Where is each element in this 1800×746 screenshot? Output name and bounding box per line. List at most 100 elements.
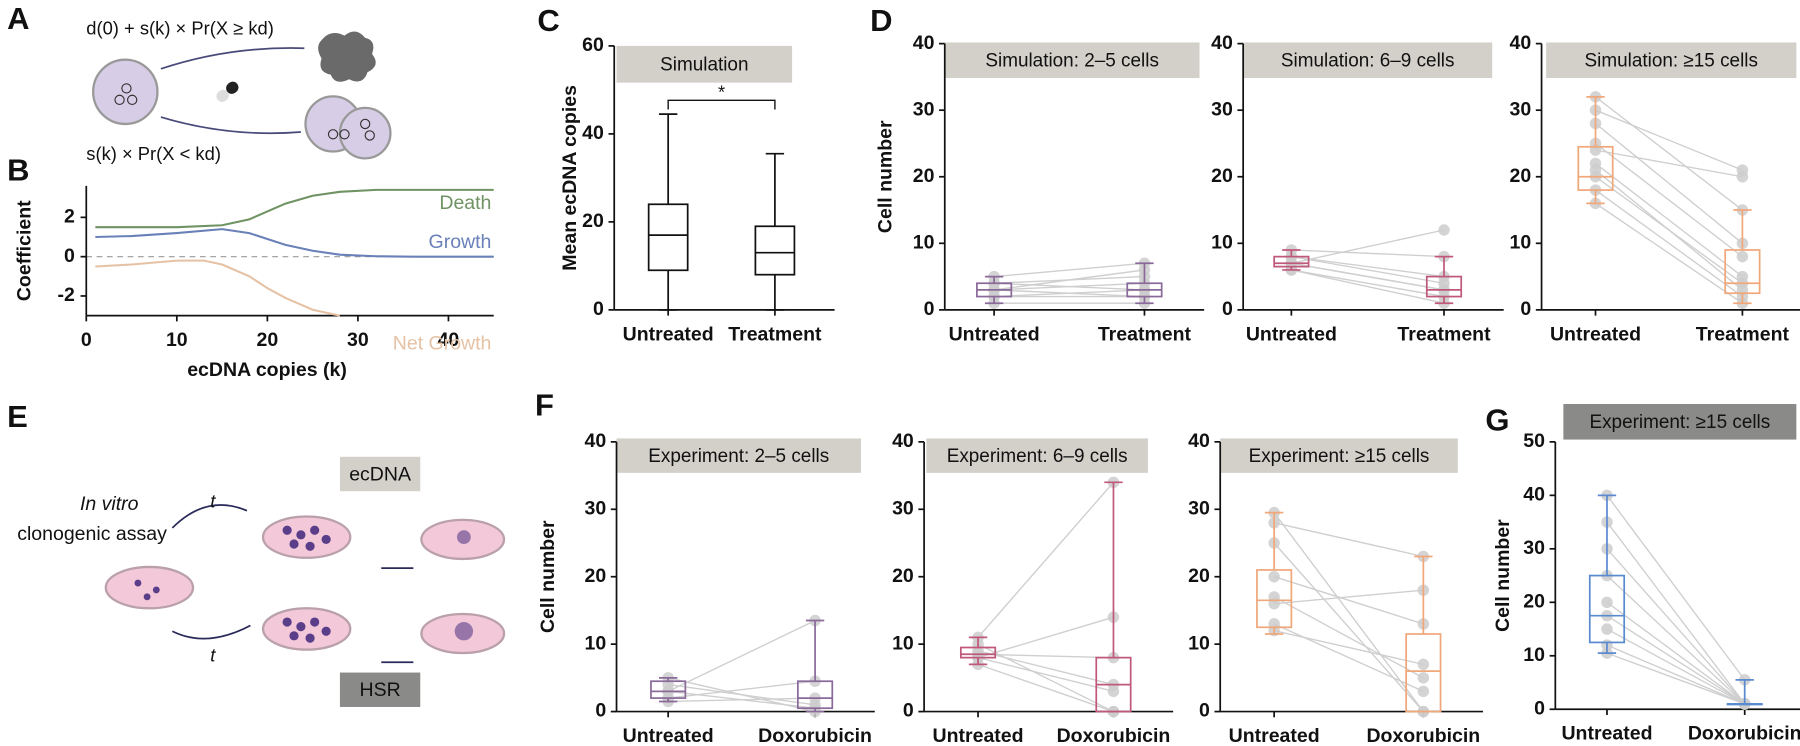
y-tick-label: -2 <box>57 284 74 306</box>
x-tick-label: Treatment <box>728 323 822 345</box>
chart-title: Simulation <box>660 54 748 75</box>
y-tick-label: 0 <box>64 245 75 267</box>
x-tick-label: 40 <box>438 329 460 351</box>
point <box>1601 623 1613 635</box>
series-line <box>95 228 494 258</box>
y-tick-label: 20 <box>1188 565 1210 587</box>
pair-line <box>1291 269 1445 298</box>
y-tick-label: 30 <box>1523 537 1545 559</box>
pair-line <box>1273 596 1424 679</box>
box <box>650 680 687 699</box>
ecdna <box>114 94 125 106</box>
y-tick-label: 20 <box>1510 165 1532 187</box>
chart-title: Simulation: 6–9 cells <box>1281 50 1455 71</box>
time-label: t <box>210 491 216 512</box>
y-tick-label: 30 <box>1188 497 1210 519</box>
x-tick-label: Treatment <box>1696 323 1790 345</box>
y-axis-label: Cell number <box>537 520 559 633</box>
dish <box>261 607 352 651</box>
assay-label: clonogenic assay <box>17 523 167 545</box>
pair-line <box>977 481 1114 638</box>
y-tick-label: 2 <box>64 206 75 228</box>
y-tick-label: 30 <box>584 497 606 519</box>
box <box>754 225 796 276</box>
box <box>1577 145 1614 191</box>
pair-line <box>994 262 1145 278</box>
y-tick-label: 20 <box>582 210 604 232</box>
point <box>1438 224 1450 236</box>
pair-line <box>977 656 1114 693</box>
arrow <box>171 504 248 529</box>
y-tick-label: 20 <box>1523 590 1545 612</box>
panel-label: G <box>1485 403 1509 438</box>
x-tick-label: Untreated <box>623 725 714 746</box>
pair-line <box>1273 629 1424 666</box>
box <box>1256 569 1293 629</box>
panel-label: D <box>870 3 892 38</box>
title-strip <box>926 438 1148 473</box>
y-tick-label: 0 <box>1534 697 1545 719</box>
y-tick-label: 10 <box>584 632 606 654</box>
series-label: Net Growth <box>393 332 492 354</box>
title-strip <box>1220 438 1458 473</box>
pair-line <box>668 690 816 709</box>
y-tick-label: 0 <box>593 298 604 320</box>
box <box>959 646 997 659</box>
title-strip <box>944 42 1200 79</box>
pair-line <box>1274 589 1424 605</box>
chart-title: Experiment: 6–9 cells <box>947 446 1128 467</box>
pair-line <box>1606 615 1746 705</box>
series-line <box>95 188 494 229</box>
significance-bracket <box>667 99 776 110</box>
x-tick-label: Treatment <box>1397 323 1491 345</box>
pair-line <box>1606 652 1745 705</box>
point <box>1589 164 1602 176</box>
diagram-a: d(0) + s(k) × Pr(X ≥ kd) s(k) × Pr(X < k… <box>86 18 392 164</box>
arrow <box>160 116 301 135</box>
title-strip <box>616 45 793 83</box>
y-tick-label: 10 <box>913 231 935 253</box>
x-tick-label: Doxorubicin <box>1057 725 1171 746</box>
pair-line <box>1273 522 1424 558</box>
pair-line <box>668 680 816 699</box>
pair-line <box>1595 202 1743 304</box>
pair-line <box>1606 628 1746 705</box>
x-tick-label: Untreated <box>949 323 1040 345</box>
ecdna <box>364 130 375 141</box>
x-tick-label: Untreated <box>933 725 1024 746</box>
x-tick-label: Untreated <box>1550 323 1641 345</box>
x-tick-label: Untreated <box>1229 725 1320 746</box>
y-axis-label: Cell number <box>1492 519 1514 632</box>
pair-line <box>1595 122 1743 244</box>
pair-line <box>1606 548 1746 705</box>
ecdna-label: ecDNA <box>349 463 411 485</box>
y-tick-label: 30 <box>892 497 914 519</box>
title-strip <box>1546 42 1797 79</box>
pair-line <box>977 650 1114 686</box>
pair-line <box>1595 149 1743 178</box>
y-tick-label: 0 <box>1520 298 1531 320</box>
pair-line <box>1606 494 1746 681</box>
x-tick-label: Untreated <box>623 323 714 345</box>
formula: s(k) × Pr(X < kd) <box>86 143 221 164</box>
panel-label: F <box>535 388 554 423</box>
y-tick-label: 10 <box>1510 231 1532 253</box>
title-strip <box>1563 403 1797 440</box>
chart-title: Experiment: ≥15 cells <box>1249 446 1430 467</box>
pair-line <box>994 269 1145 291</box>
box <box>1588 574 1626 644</box>
y-tick-label: 40 <box>582 122 604 144</box>
pair-line <box>1595 109 1743 171</box>
y-tick-label: 40 <box>1523 484 1545 506</box>
y-tick-label: 30 <box>913 98 935 120</box>
x-tick-label: Untreated <box>1561 723 1652 745</box>
box <box>1405 633 1442 713</box>
cell <box>92 58 159 126</box>
point <box>1417 672 1430 684</box>
arrow <box>160 47 305 70</box>
y-tick-label: 40 <box>584 430 606 452</box>
y-tick-label: 40 <box>1211 32 1233 54</box>
series-label: Growth <box>429 231 492 253</box>
y-tick-label: 10 <box>1211 231 1233 253</box>
